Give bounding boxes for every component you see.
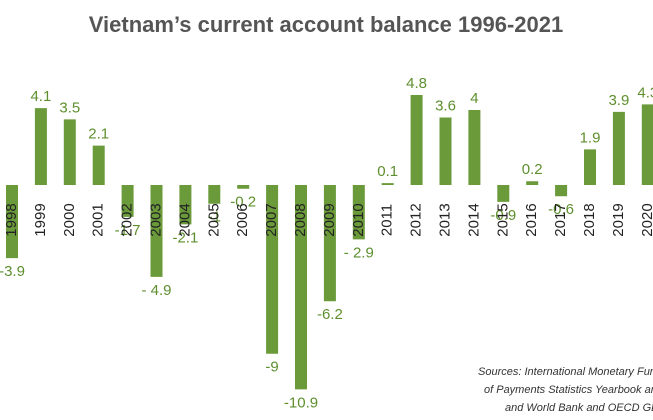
x-tick-label: 2002 xyxy=(119,203,136,236)
bar xyxy=(150,185,163,277)
value-label: -1 xyxy=(208,209,221,226)
bar xyxy=(63,119,76,185)
bar xyxy=(352,185,365,240)
value-label: 4.3 xyxy=(637,84,653,101)
value-label: -3.9 xyxy=(0,263,25,280)
x-tick-label: 2008 xyxy=(292,203,309,236)
value-label: 0.1 xyxy=(377,163,398,180)
value-label: -9 xyxy=(265,359,278,376)
value-label: 4 xyxy=(470,90,478,107)
bar xyxy=(266,185,279,354)
bar xyxy=(641,104,653,185)
x-tick-label: 2001 xyxy=(90,203,107,236)
value-label: 0.2 xyxy=(522,161,543,178)
bar xyxy=(555,185,568,197)
bar xyxy=(295,185,307,390)
x-tick-label: 2000 xyxy=(61,203,78,236)
bar xyxy=(612,111,625,185)
x-tick-label: 2004 xyxy=(176,203,193,236)
value-label: -1.7 xyxy=(115,222,141,239)
x-tick-label: 2020 xyxy=(639,203,653,236)
bar xyxy=(208,185,221,204)
x-tick-label: 2015 xyxy=(494,203,511,236)
bar xyxy=(34,108,47,185)
x-tick-label: 1999 xyxy=(32,203,49,236)
value-label: -10.9 xyxy=(284,394,318,411)
x-tick-label: 2003 xyxy=(147,203,164,236)
value-label: -0.9 xyxy=(490,207,516,224)
x-tick-label: 2018 xyxy=(581,203,598,236)
value-label: 3.6 xyxy=(435,97,456,114)
bar xyxy=(237,185,250,189)
bar xyxy=(179,185,192,225)
value-label: 2.1 xyxy=(88,126,109,143)
value-label: 3.9 xyxy=(608,92,629,109)
bar xyxy=(468,110,481,185)
x-tick-label: 2006 xyxy=(234,203,251,236)
x-tick-label: 2009 xyxy=(321,203,338,236)
bar xyxy=(6,185,18,259)
x-tick-label: 2016 xyxy=(523,203,540,236)
value-label: - 2.9 xyxy=(344,244,374,261)
bar xyxy=(323,185,336,302)
x-tick-label: 2012 xyxy=(408,203,425,236)
value-label: - 4.9 xyxy=(141,282,171,299)
value-label: 3.5 xyxy=(59,99,80,116)
value-label: -2.1 xyxy=(172,229,198,246)
value-label: 1.9 xyxy=(580,129,601,146)
value-label: 4.1 xyxy=(30,88,51,105)
bar xyxy=(410,95,423,185)
source-note: and World Bank and OECD GDP es xyxy=(505,402,653,414)
x-tick-label: 2013 xyxy=(436,203,453,236)
value-label: 4.8 xyxy=(406,75,427,92)
bar xyxy=(121,185,134,217)
bar xyxy=(584,149,596,185)
x-tick-label: 2011 xyxy=(379,204,396,236)
source-note: of Payments Statistics Yearbook and da xyxy=(484,384,653,396)
bar xyxy=(381,183,394,185)
x-tick-label: 2007 xyxy=(263,203,280,236)
x-tick-label: 2005 xyxy=(205,203,222,236)
x-tick-label: 2010 xyxy=(350,203,367,236)
value-label: -0.6 xyxy=(548,201,574,218)
bar xyxy=(497,185,510,202)
value-label: -6.2 xyxy=(317,306,343,323)
source-note: Sources: International Monetary Fund, I xyxy=(478,366,653,378)
bar xyxy=(526,181,539,185)
bar xyxy=(439,117,452,185)
x-tick-label: 2017 xyxy=(552,203,569,236)
value-label: -0.2 xyxy=(230,194,256,211)
x-tick-label: 1998 xyxy=(3,203,20,236)
x-tick-label: 2014 xyxy=(465,203,482,236)
x-tick-label: 2019 xyxy=(610,203,627,236)
bar xyxy=(92,145,105,185)
chart-title: Vietnam’s current account balance 1996-2… xyxy=(89,12,563,37)
